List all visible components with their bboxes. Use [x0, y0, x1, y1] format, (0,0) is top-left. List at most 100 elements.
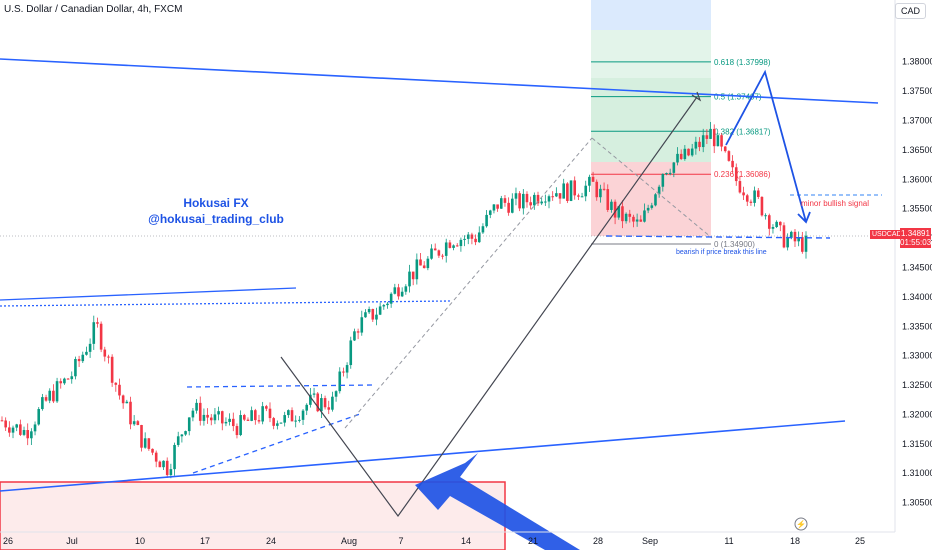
- candle-body: [624, 213, 628, 222]
- candle-body: [140, 424, 143, 448]
- time-tick-label: 17: [200, 536, 210, 546]
- drawings: [0, 58, 932, 550]
- candle-body: [665, 173, 668, 175]
- candle-body: [485, 214, 488, 227]
- candle-body: [70, 376, 74, 380]
- candle-body: [334, 391, 338, 397]
- candle-body: [265, 406, 268, 409]
- candle-body: [382, 305, 386, 307]
- candle-body: [419, 259, 422, 266]
- candle-body: [610, 201, 613, 210]
- projection-path-grey: [280, 96, 698, 518]
- candle-body: [33, 424, 37, 432]
- candle-body: [8, 427, 11, 433]
- candle-body: [393, 287, 397, 294]
- bar-countdown: 01:55:03: [900, 238, 932, 247]
- candle-body: [584, 185, 588, 197]
- time-tick-label: 14: [461, 536, 471, 546]
- price-axis[interactable]: 1.30500 1.31000 1.31500 1.32000 1.32500 1.330…: [902, 57, 932, 508]
- candle-body: [745, 195, 749, 202]
- candle-body: [448, 242, 452, 248]
- candle-body: [536, 194, 540, 204]
- candle-body: [477, 232, 481, 243]
- price-tick-label: 1.33500: [902, 321, 932, 331]
- time-tick-label: 24: [266, 536, 276, 546]
- candle-body: [26, 430, 29, 439]
- lightning-icon[interactable]: [794, 517, 808, 531]
- candle-body: [694, 141, 698, 149]
- candle-body: [617, 206, 621, 218]
- candle-body: [551, 196, 554, 198]
- time-tick-label: 26: [3, 536, 13, 546]
- candle-body: [657, 186, 661, 195]
- candle-body: [529, 202, 532, 206]
- candle-body: [107, 356, 110, 358]
- candle-body: [176, 436, 180, 445]
- candle-body: [492, 204, 496, 211]
- candle-body: [63, 378, 66, 384]
- candle-body: [66, 378, 70, 380]
- dotted-resistance: [0, 300, 451, 307]
- candle-body: [268, 408, 272, 419]
- candle-body: [173, 444, 176, 470]
- candle-body: [544, 201, 547, 203]
- candle-body: [4, 420, 7, 428]
- candle-body: [577, 195, 580, 197]
- candle-body: [118, 384, 121, 396]
- candle-body: [705, 135, 709, 139]
- candle-body: [162, 460, 165, 468]
- candle-body: [246, 419, 250, 421]
- candle-body: [342, 371, 345, 373]
- candle-body: [165, 460, 169, 476]
- candle-body: [426, 258, 430, 269]
- candle-body: [499, 198, 503, 209]
- candle-body: [243, 415, 246, 420]
- candle-body: [723, 146, 727, 152]
- candle-body: [375, 314, 378, 320]
- candle-body: [595, 181, 599, 198]
- candle-body: [437, 250, 441, 256]
- candle-body: [786, 237, 789, 248]
- time-tick-label: Sep: [642, 536, 658, 546]
- candle-body: [309, 394, 312, 405]
- candle-body: [753, 190, 756, 203]
- candle-body: [110, 356, 114, 383]
- candle-body: [481, 226, 485, 233]
- time-axis[interactable]: 26 Jul 10 17 24 Aug 7 14 21 28 Sep 11 18 25: [3, 536, 865, 546]
- candle-body: [672, 162, 676, 173]
- candle-body: [121, 395, 125, 404]
- candle-body: [738, 181, 742, 193]
- candle-body: [771, 227, 775, 229]
- candle-body: [338, 371, 342, 392]
- candle-body: [804, 235, 808, 252]
- candle-body: [716, 135, 720, 147]
- candle-body: [433, 248, 437, 251]
- candle-body: [408, 271, 411, 287]
- candle-body: [19, 424, 22, 435]
- candle-body: [92, 322, 96, 344]
- bearish-break-line: [605, 235, 831, 239]
- candle-body: [367, 309, 371, 313]
- candle-body: [679, 153, 683, 160]
- candle-body: [231, 418, 235, 427]
- fib-zone-green-upper: [591, 30, 711, 78]
- candle-body: [459, 239, 463, 247]
- candle-body: [353, 331, 356, 341]
- candle-body: [180, 434, 184, 437]
- candle-body: [470, 234, 474, 239]
- minor-bullish-label: minor bullish signal: [801, 199, 869, 208]
- candle-body: [99, 323, 103, 350]
- candle-body: [195, 402, 198, 411]
- fib-level-label: 0.382 (1.36817): [714, 127, 771, 136]
- candle-body: [371, 309, 375, 320]
- candle-body: [474, 238, 477, 243]
- brand-name: Hokusai FX: [183, 196, 248, 210]
- candle-body: [400, 291, 404, 297]
- price-tick-label: 1.37500: [902, 86, 932, 96]
- candle-body: [760, 196, 764, 216]
- candle-body: [283, 415, 286, 423]
- currency-button[interactable]: CAD: [894, 3, 926, 19]
- candle-body: [81, 354, 85, 362]
- candle-body: [294, 420, 297, 422]
